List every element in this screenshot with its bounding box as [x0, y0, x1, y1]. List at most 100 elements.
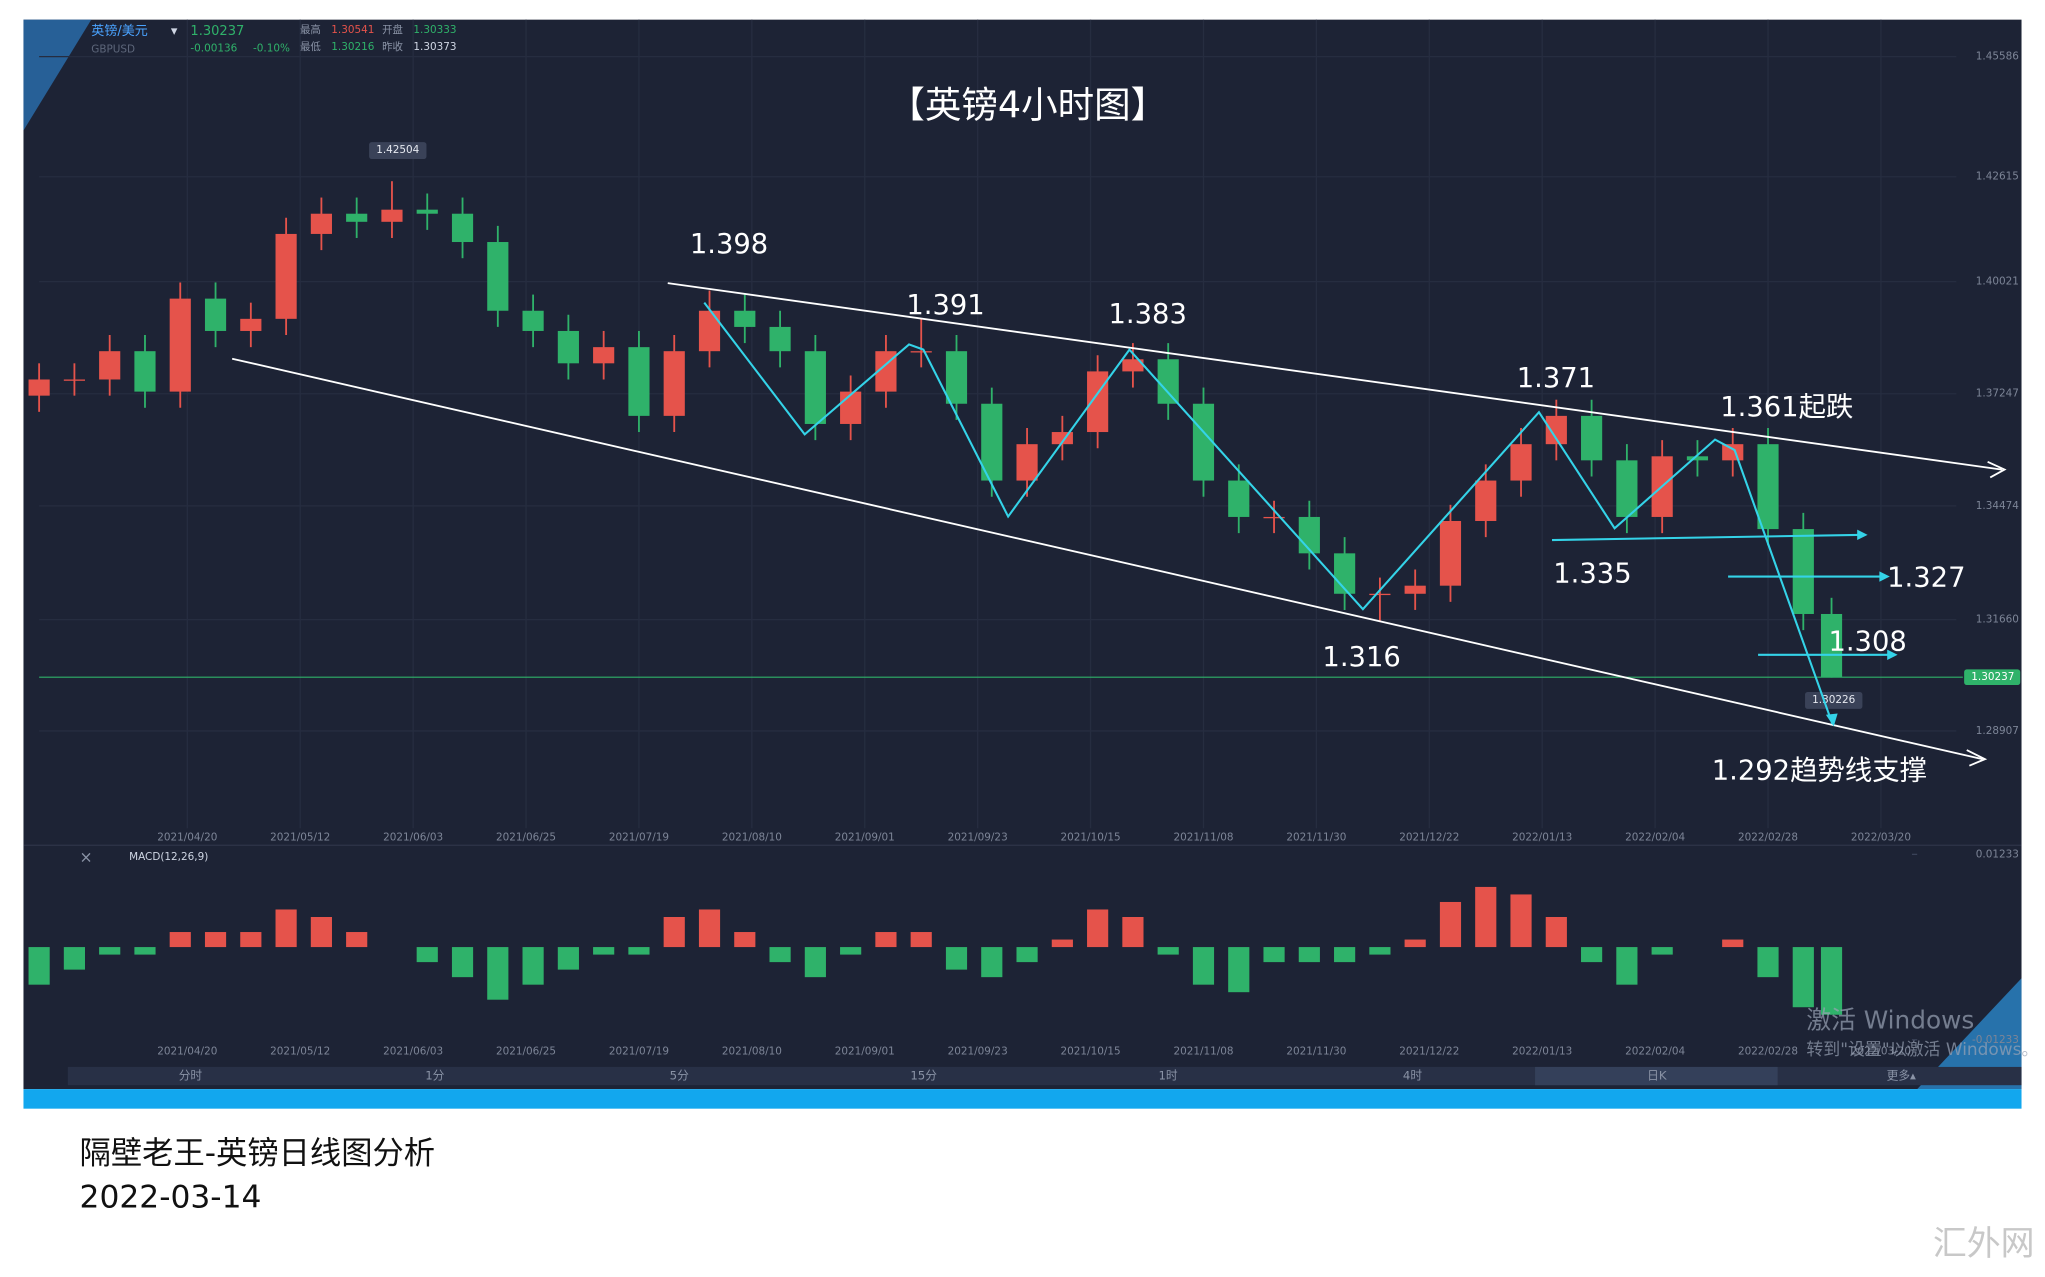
macd-bar — [1192, 947, 1215, 985]
annotation: 1.371 — [1517, 363, 1595, 394]
annotation: 1.327 — [1887, 563, 1965, 594]
candle-body — [981, 403, 1003, 481]
macd-bar — [1334, 947, 1356, 963]
candle-body — [910, 351, 932, 353]
macd-bar — [663, 916, 685, 948]
macd-bar — [1087, 909, 1109, 948]
annotation: 1.335 — [1553, 559, 1631, 590]
macd-bar — [945, 947, 968, 970]
x-tick-label: 2021/12/22 — [1399, 831, 1459, 843]
macd-bar — [1820, 947, 1843, 1015]
annotation: 1.316 — [1322, 642, 1400, 673]
toolbar-active — [1535, 1066, 1778, 1086]
arrow-heads — [1825, 529, 1898, 727]
symbol[interactable]: 英镑/美元 — [91, 23, 148, 39]
annotation: 1.398 — [690, 229, 768, 260]
x-tick-label: 2021/06/25 — [496, 1045, 556, 1057]
x-tick-label: 2021/06/25 — [496, 831, 556, 843]
y-tick-label: 1.28907 — [1976, 725, 2019, 737]
macd-bar — [698, 909, 721, 948]
x-tick-label: 2021/07/19 — [609, 831, 669, 843]
corner-decoration — [23, 19, 92, 131]
arrow-head — [1825, 713, 1838, 727]
stat-label: 最低 — [300, 40, 321, 53]
candle-body — [381, 209, 403, 222]
candle-body — [557, 330, 579, 364]
macd-bar — [1792, 947, 1814, 1008]
macd-bar — [1475, 886, 1497, 948]
macd-bar — [522, 947, 544, 985]
toolbar-item[interactable]: 5分 — [670, 1069, 689, 1083]
candle-body — [1545, 415, 1567, 445]
candle-body — [1820, 613, 1843, 678]
y-tick-label: 1.42615 — [1976, 171, 2019, 183]
candle-body — [1016, 444, 1038, 481]
annotation: 1.308 — [1828, 627, 1906, 658]
x-tick-label: 2022/02/04 — [1625, 1045, 1685, 1057]
x-tick-label: 2021/11/08 — [1173, 831, 1233, 843]
macd-bar — [416, 947, 438, 963]
price-flag — [369, 142, 427, 160]
candle-body — [1792, 529, 1814, 614]
toolbar-item[interactable]: 更多▴ — [1887, 1069, 1916, 1083]
code: GBPUSD — [91, 44, 135, 56]
toolbar-item[interactable]: 15分 — [910, 1069, 937, 1083]
macd-bar — [1510, 894, 1532, 948]
macd-bar — [204, 932, 227, 948]
toolbar-item[interactable]: 1时 — [1158, 1069, 1177, 1083]
x-tick-label: 2021/10/15 — [1061, 831, 1121, 843]
stat-label: 昨收 — [382, 40, 403, 53]
macd-bar — [169, 932, 191, 948]
macd-bar — [875, 932, 897, 948]
x-tick-label: 2022/02/04 — [1625, 831, 1685, 843]
candle-body — [63, 379, 85, 381]
candle-body — [99, 351, 121, 380]
macd-bar — [840, 947, 862, 955]
upper-trendline — [667, 282, 2003, 471]
macd-bar — [1157, 947, 1179, 955]
x-tick-label: 2021/09/01 — [835, 1045, 895, 1057]
x-tick-label: 2022/01/13 — [1512, 831, 1572, 843]
x-tick-label: 2021/06/03 — [383, 831, 443, 843]
x-tick-label: 2021/04/20 — [157, 831, 217, 843]
macd-bar — [1369, 947, 1391, 955]
candle-body — [593, 347, 615, 364]
dropdown[interactable]: ▾ — [171, 24, 178, 39]
candle-body — [310, 213, 332, 234]
price-tag-label: 1.30237 — [1971, 671, 2014, 683]
candle-body — [945, 351, 968, 404]
macd-bar — [1581, 947, 1603, 963]
macd-bar — [981, 947, 1003, 978]
candle-body — [1228, 480, 1250, 517]
x-tick-label: 2021/08/10 — [722, 1045, 782, 1057]
candle-body — [1616, 460, 1638, 517]
macd-bar — [1228, 947, 1250, 993]
candle-body — [204, 298, 227, 331]
macd-bar — [1439, 901, 1462, 948]
y-tick-label: -0.01233 — [1972, 1034, 2019, 1046]
y-tick-label: 1.31660 — [1976, 614, 2019, 626]
support-arrow — [1551, 533, 1866, 542]
candle-body — [487, 242, 509, 311]
candle-body — [1369, 593, 1391, 596]
candle-body — [1722, 444, 1744, 461]
candle-body — [346, 213, 368, 222]
close-icon[interactable]: × — [80, 848, 93, 867]
candle-body — [804, 351, 826, 424]
x-tick-label: 2021/11/30 — [1286, 1045, 1346, 1057]
candle-body — [416, 209, 438, 214]
stat-value: 1.30216 — [331, 41, 374, 53]
toolbar-item[interactable]: 4时 — [1403, 1069, 1422, 1083]
x-tick-label: 2021/11/30 — [1286, 831, 1346, 843]
candle-body — [1404, 585, 1426, 594]
macd-bar — [310, 916, 332, 948]
lower-trendline — [231, 357, 1983, 761]
toolbar-item[interactable]: 1分 — [425, 1069, 444, 1083]
macd-title: MACD(12,26,9) — [129, 851, 208, 863]
candle-body — [169, 298, 191, 392]
candle-body — [698, 310, 721, 352]
macd-bar — [451, 947, 474, 978]
toolbar-item[interactable]: 分时 — [179, 1069, 203, 1083]
stat-value: 1.30541 — [331, 24, 374, 36]
toolbar-item[interactable]: 日K — [1647, 1069, 1667, 1083]
